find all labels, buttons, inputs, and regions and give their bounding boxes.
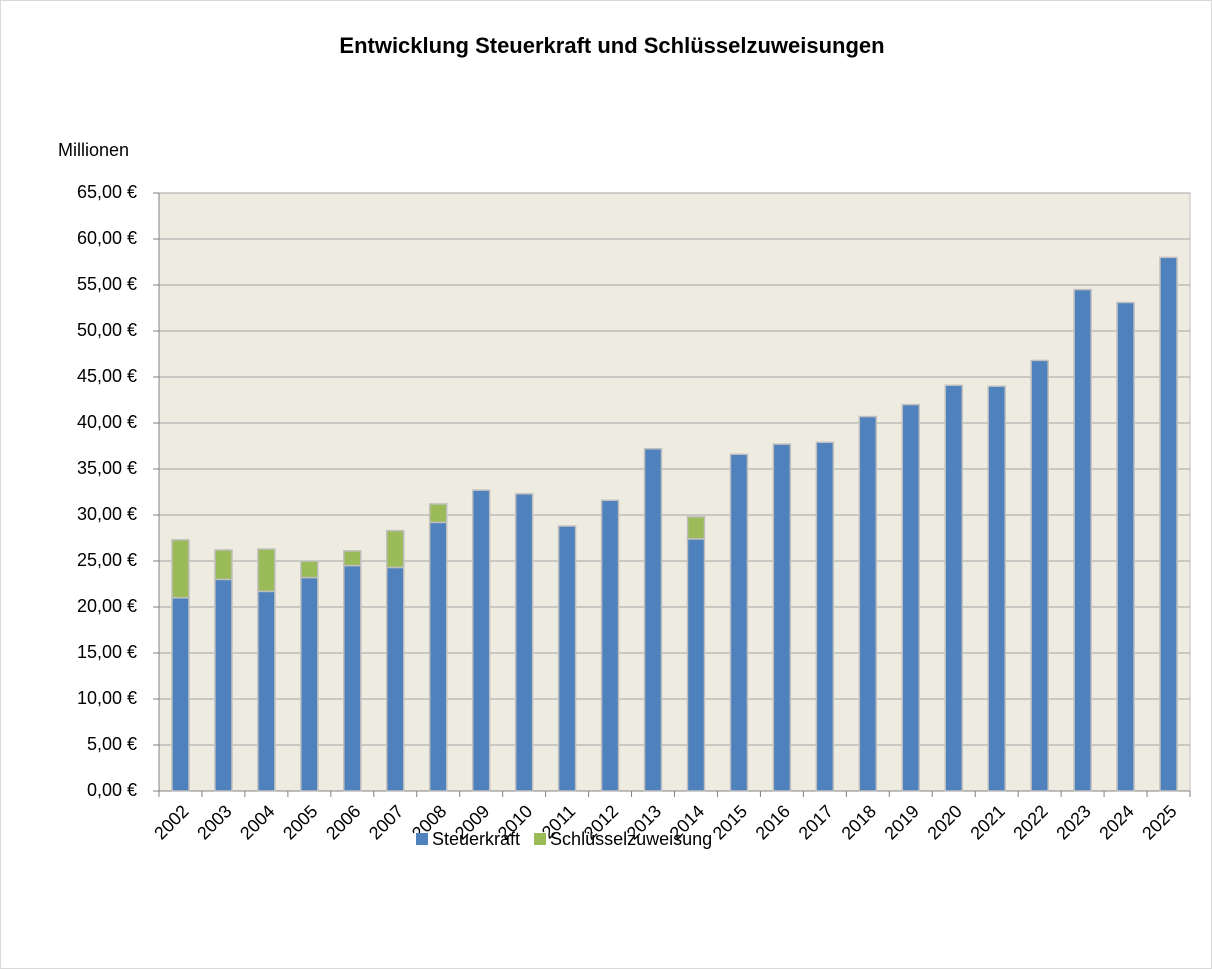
bar-segment	[686, 516, 706, 540]
bar-segment	[1073, 288, 1092, 792]
legend-swatch	[416, 833, 428, 845]
bar-segment	[300, 560, 319, 579]
bar-segment	[428, 503, 448, 524]
y-tick-label: 20,00 €	[77, 596, 137, 616]
y-tick-label: 60,00 €	[77, 228, 137, 248]
bar-segment	[257, 548, 276, 593]
y-tick-label: 15,00 €	[77, 642, 137, 662]
bar-segment	[1159, 256, 1178, 792]
bar-segment	[386, 529, 405, 569]
legend-label: Steuerkraft	[432, 829, 520, 849]
legend-swatch	[534, 833, 547, 845]
bar-segment	[557, 525, 577, 792]
bar-segment	[987, 385, 1006, 792]
bar-segment	[944, 384, 963, 792]
bar-segment	[471, 489, 491, 792]
y-tick-label: 5,00 €	[87, 734, 137, 754]
bar-segment	[901, 403, 921, 792]
bar-segment	[643, 448, 663, 792]
bar-segment	[514, 493, 534, 792]
y-tick-label: 35,00 €	[77, 458, 137, 478]
y-tick-label: 50,00 €	[77, 320, 137, 340]
bar-segment	[1030, 359, 1049, 792]
y-axis-label: Millionen	[58, 140, 129, 160]
bar-segment	[343, 564, 362, 792]
bar-segment	[171, 597, 190, 792]
bar-segment	[428, 521, 448, 792]
y-tick-label: 65,00 €	[77, 182, 137, 202]
bar-segment	[386, 566, 405, 792]
bar-segment	[257, 590, 276, 792]
plot-area	[158, 192, 1191, 792]
y-tick-label: 25,00 €	[77, 550, 137, 570]
bar-segment	[214, 549, 233, 581]
bar-segment	[343, 550, 362, 567]
y-tick-label: 55,00 €	[77, 274, 137, 294]
y-tick-label: 0,00 €	[87, 780, 137, 800]
bar-segment	[600, 499, 620, 792]
bar-segment	[858, 415, 878, 792]
bar-segment	[729, 453, 749, 792]
y-tick-label: 30,00 €	[77, 504, 137, 524]
legend-label: Schlüsselzuweisung	[550, 829, 712, 849]
bar-segment	[300, 576, 319, 792]
bar-segment	[214, 578, 233, 792]
y-tick-label: 45,00 €	[77, 366, 137, 386]
bar-segment	[686, 538, 706, 792]
bar-segment	[171, 539, 190, 599]
y-tick-label: 10,00 €	[77, 688, 137, 708]
bar-segment	[815, 441, 835, 792]
y-tick-label: 40,00 €	[77, 412, 137, 432]
bar-segment	[1116, 301, 1135, 792]
chart-title: Entwicklung Steuerkraft und Schlüsselzuw…	[339, 33, 884, 58]
bar-segment	[772, 443, 792, 792]
